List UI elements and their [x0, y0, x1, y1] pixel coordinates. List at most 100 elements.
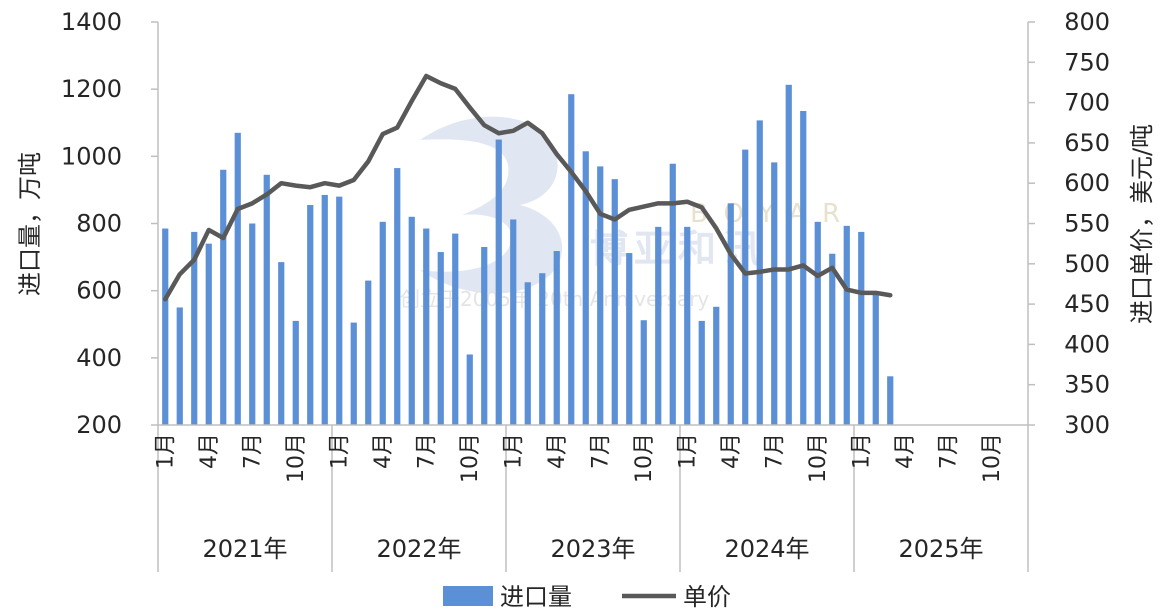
year-label: 2025年 [898, 535, 983, 563]
right-tick-label: 400 [1064, 330, 1110, 358]
bar [698, 320, 705, 425]
bar [742, 149, 749, 425]
month-tick-label: 1月 [153, 433, 178, 469]
bar [771, 162, 778, 425]
bar [568, 94, 575, 425]
left-tick-label: 1000 [61, 142, 122, 170]
bar [292, 320, 299, 425]
left-tick-label: 800 [76, 210, 122, 238]
right-tick-label: 500 [1064, 250, 1110, 278]
bar [814, 221, 821, 425]
watermark-logo-shape [420, 116, 563, 294]
bar [655, 226, 662, 425]
right-tick-label: 300 [1064, 411, 1110, 439]
bar [162, 228, 169, 425]
bar [379, 221, 386, 425]
legend: 进口量 单价 [443, 583, 731, 611]
month-tick-label: 7月 [936, 433, 961, 469]
month-tick-label: 4月 [371, 433, 396, 469]
month-tick-label: 7月 [240, 433, 265, 469]
right-tick-label: 600 [1064, 169, 1110, 197]
bar [336, 196, 343, 425]
bar [263, 174, 270, 425]
bar [582, 151, 589, 426]
legend-label-line: 单价 [683, 583, 731, 611]
bar [307, 205, 314, 425]
right-tick-label: 750 [1064, 48, 1110, 76]
legend-label-bar: 进口量 [500, 583, 572, 611]
axes-group: 200 400 600 800 1000 1200 1400 300 350 400 450 500 5… [16, 8, 1156, 572]
right-axis-title: 进口单价，美元/吨 [1128, 124, 1156, 324]
bar [423, 228, 430, 425]
bar [872, 292, 879, 425]
legend-swatch-bar [443, 586, 493, 606]
bar [684, 226, 691, 425]
left-tick-label: 200 [76, 411, 122, 439]
month-tick-label: 10月 [632, 433, 657, 483]
bar [176, 307, 183, 425]
right-tick-label: 550 [1064, 210, 1110, 238]
bar [452, 233, 459, 425]
line-series-group [163, 73, 893, 302]
bar [510, 219, 517, 425]
bar [843, 225, 850, 425]
month-tick-label: 4月 [893, 433, 918, 469]
year-label: 2022年 [376, 535, 461, 563]
right-tick-label: 800 [1064, 8, 1110, 36]
right-tick-label: 650 [1064, 129, 1110, 157]
bar [785, 84, 792, 426]
month-tick-label: 7月 [588, 433, 613, 469]
bar [466, 354, 473, 425]
bar [191, 231, 198, 425]
left-tick-label: 600 [76, 277, 122, 305]
month-tick-label: 10月 [806, 433, 831, 483]
bar [394, 168, 401, 425]
year-label: 2024年 [724, 535, 809, 563]
bar [249, 223, 256, 425]
line-series-path [163, 73, 893, 302]
bar-series-group [162, 84, 894, 426]
right-tick-label: 700 [1064, 89, 1110, 117]
bar [481, 247, 488, 425]
bar [597, 166, 604, 425]
bar [321, 194, 328, 425]
month-tick-label: 1月 [849, 433, 874, 469]
left-tick-label: 400 [76, 344, 122, 372]
year-label: 2023年 [550, 535, 635, 563]
bar [713, 306, 720, 425]
month-tick-label: 1月 [327, 433, 352, 469]
month-tick-label: 7月 [762, 433, 787, 469]
left-tick-label: 1400 [61, 8, 122, 36]
bar [365, 280, 372, 425]
bar [350, 322, 357, 425]
bar [539, 273, 546, 425]
year-label: 2021年 [202, 535, 287, 563]
bar [669, 163, 676, 425]
bar [278, 262, 285, 425]
month-tick-label: 4月 [719, 433, 744, 469]
right-tick-label: 450 [1064, 290, 1110, 318]
month-tick-label: 1月 [675, 433, 700, 469]
bar [524, 282, 531, 425]
month-tick-label: 10月 [980, 433, 1005, 483]
bar [640, 320, 647, 425]
month-tick-label: 1月 [501, 433, 526, 469]
bar [234, 132, 241, 425]
bar [205, 243, 212, 425]
month-tick-label: 10月 [284, 433, 309, 483]
bar [829, 253, 836, 425]
bar [626, 253, 633, 425]
right-tick-label: 350 [1064, 371, 1110, 399]
month-tick-label: 7月 [414, 433, 439, 469]
month-tick-label: 10月 [458, 433, 483, 483]
bar [858, 231, 865, 425]
left-tick-label: 1200 [61, 75, 122, 103]
bar [553, 251, 560, 425]
left-axis-title: 进口量，万吨 [16, 152, 44, 296]
bar [220, 169, 227, 425]
bar [727, 203, 734, 425]
bar [611, 179, 618, 425]
bar [495, 139, 502, 426]
bar [887, 376, 894, 425]
